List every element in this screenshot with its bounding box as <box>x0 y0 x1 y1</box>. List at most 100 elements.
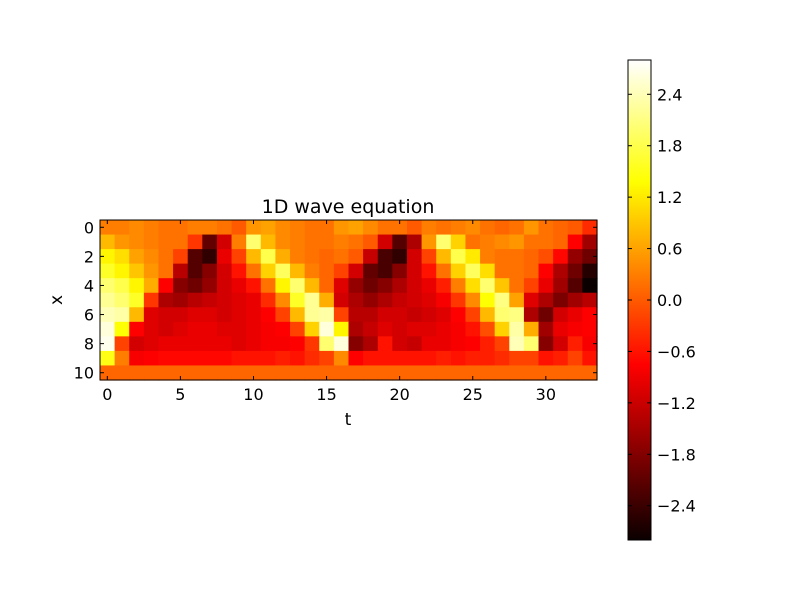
heatmap-cell <box>348 263 364 279</box>
heatmap-cell <box>582 249 598 265</box>
heatmap-cell <box>509 350 525 367</box>
heatmap-cell <box>509 365 525 381</box>
heatmap-cell <box>406 220 423 236</box>
heatmap-cell <box>567 321 583 337</box>
heatmap-cell <box>260 234 277 250</box>
heatmap-cell <box>567 365 583 381</box>
heatmap-cell <box>129 321 145 337</box>
heatmap-cell <box>538 350 554 367</box>
heatmap-cell <box>538 278 554 294</box>
heatmap-cell <box>553 263 569 279</box>
heatmap-cell <box>246 336 262 352</box>
colorbar-tick-label: 0.0 <box>657 291 682 310</box>
heatmap-cell <box>582 365 598 381</box>
heatmap-cell <box>231 249 247 265</box>
heatmap-cell <box>275 278 291 294</box>
heatmap-cell <box>450 350 467 367</box>
heatmap-cell <box>114 263 130 279</box>
heatmap-cell <box>406 307 423 323</box>
heatmap-cell <box>480 365 496 381</box>
heatmap-cell <box>465 336 481 352</box>
heatmap-cell <box>260 321 277 337</box>
heatmap-cell <box>377 365 393 381</box>
heatmap-cell <box>377 307 393 323</box>
heatmap-cell <box>377 336 393 352</box>
heatmap-cell <box>494 350 510 367</box>
heatmap-cell <box>509 234 525 250</box>
colorbar-tick-label: 2.4 <box>657 85 682 104</box>
heatmap-cell <box>333 249 350 265</box>
heatmap-cell <box>348 336 364 352</box>
heatmap-cell <box>406 249 423 265</box>
heatmap-cell <box>333 234 350 250</box>
heatmap-cell <box>392 307 408 323</box>
heatmap-cell <box>406 336 423 352</box>
heatmap-cell <box>494 321 510 337</box>
heatmap-cell <box>129 365 145 381</box>
heatmap-cell <box>202 278 218 294</box>
heatmap-cell <box>275 220 291 236</box>
heatmap-cell <box>523 263 540 279</box>
heatmap-cell <box>582 350 598 367</box>
heatmap-cell <box>187 321 203 337</box>
heatmap-cell <box>494 220 510 236</box>
heatmap-cell <box>406 263 423 279</box>
heatmap-cell <box>348 365 364 381</box>
heatmap-cell <box>143 249 160 265</box>
heatmap-cell <box>450 336 467 352</box>
heatmap-cell <box>480 292 496 308</box>
heatmap-cell <box>567 278 583 294</box>
heatmap-cell <box>158 365 174 381</box>
heatmap-cell <box>553 336 569 352</box>
heatmap-cell <box>553 365 569 381</box>
heatmap-cell <box>392 249 408 265</box>
heatmap-cell <box>143 350 160 367</box>
heatmap-cell <box>421 220 437 236</box>
heatmap-cell <box>377 278 393 294</box>
heatmap-cell <box>348 249 364 265</box>
heatmap-cell <box>231 278 247 294</box>
heatmap-cell <box>158 263 174 279</box>
heatmap-cell <box>494 307 510 323</box>
heatmap-cell <box>363 234 379 250</box>
heatmap-cell <box>290 336 306 352</box>
heatmap-cell <box>582 336 598 352</box>
heatmap-cell <box>553 307 569 323</box>
heatmap-cell <box>100 220 116 236</box>
heatmap-cell <box>143 292 160 308</box>
heatmap-cell <box>114 292 130 308</box>
heatmap-cell <box>523 307 540 323</box>
heatmap-cell <box>363 350 379 367</box>
heatmap-cell <box>100 365 116 381</box>
heatmap-cell <box>553 321 569 337</box>
heatmap-cell <box>582 220 598 236</box>
heatmap-cell <box>436 249 452 265</box>
heatmap-cell <box>260 307 277 323</box>
heatmap-cell <box>567 350 583 367</box>
heatmap-cell <box>319 336 335 352</box>
heatmap-cell <box>319 350 335 367</box>
heatmap-cell <box>509 321 525 337</box>
colorbar: 2.4 1.8 1.2 0.6 0.0 −0.6 −1.2 −1.8 −2.4 <box>627 59 696 541</box>
heatmap-cell <box>494 365 510 381</box>
heatmap-cell <box>450 292 467 308</box>
heatmap-cell <box>260 350 277 367</box>
heatmap-cell <box>114 249 130 265</box>
heatmap-cell <box>114 278 130 294</box>
colorbar-tick-label: −1.8 <box>657 445 696 464</box>
heatmap-cell <box>582 321 598 337</box>
heatmap-cell <box>231 263 247 279</box>
heatmap-cell <box>100 234 116 250</box>
heatmap-cell <box>553 249 569 265</box>
heatmap-cell <box>319 307 335 323</box>
heatmap-cells <box>100 220 598 381</box>
heatmap-cell <box>319 234 335 250</box>
heatmap-cell <box>290 350 306 367</box>
heatmap-cell <box>187 249 203 265</box>
colorbar-gradient <box>628 60 651 540</box>
heatmap-cell <box>480 321 496 337</box>
colorbar-tick-label: 1.2 <box>657 188 682 207</box>
heatmap-cell <box>523 278 540 294</box>
heatmap-cell <box>553 278 569 294</box>
heatmap-cell <box>216 234 233 250</box>
